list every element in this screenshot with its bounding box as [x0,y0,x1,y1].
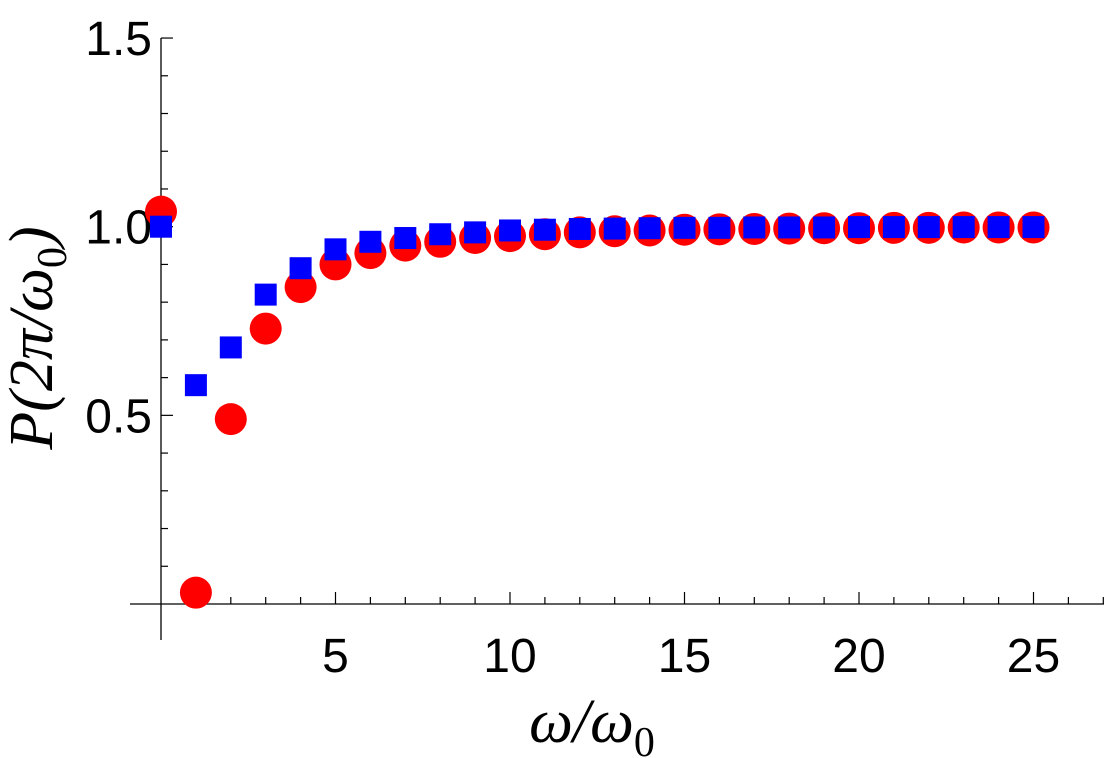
square-point [359,230,382,253]
x-tick-label: 25 [1007,630,1060,683]
x-ticks [195,592,1104,604]
square-point [708,216,731,239]
square-point [499,219,521,242]
x-axis-title: ω/ω0 [529,688,655,758]
square-point [673,216,696,239]
square-point [464,221,487,244]
y-axis-title: P(2π/ω0) [0,226,76,450]
y-ticks [161,37,173,567]
x-tick-labels: 5 10 15 20 25 [322,630,1060,683]
circle-point [249,312,282,345]
series-circles [145,195,1050,609]
square-point [568,217,591,240]
square-point [917,216,940,239]
square-point [882,216,905,239]
square-point [1022,216,1045,239]
square-point [987,216,1010,239]
square-point [394,227,417,250]
square-point [778,216,801,239]
x-axis-title-sub: 0 [634,720,655,758]
square-point [289,257,312,280]
square-point [429,223,452,246]
square-point [254,283,277,306]
square-point [848,216,870,239]
circle-point [179,576,212,609]
x-tick-label: 15 [658,630,711,683]
square-point [743,216,766,239]
y-axis-title-sub: 0 [30,247,76,268]
y-tick-label: 1.0 [85,202,152,255]
square-point [603,217,626,240]
square-point [638,217,661,240]
square-point [813,216,836,239]
y-tick-label: 0.5 [85,390,152,443]
x-axis-title-main: ω/ω [529,688,634,756]
square-point [184,374,207,397]
square-point [150,215,172,238]
circle-point [214,403,247,436]
square-point [219,336,242,359]
y-tick-labels: 0.5 1.0 1.5 [85,13,152,443]
y-axis-title-close: ) [0,226,66,250]
x-tick-label: 20 [832,630,885,683]
series-squares [150,215,1045,397]
y-axis-title-main: P(2π/ω [0,268,66,451]
square-point [952,216,975,239]
x-tick-label: 10 [483,630,536,683]
y-tick-label: 1.5 [85,13,152,66]
square-point [324,238,347,261]
x-tick-label: 5 [322,630,349,683]
square-point [533,218,556,241]
